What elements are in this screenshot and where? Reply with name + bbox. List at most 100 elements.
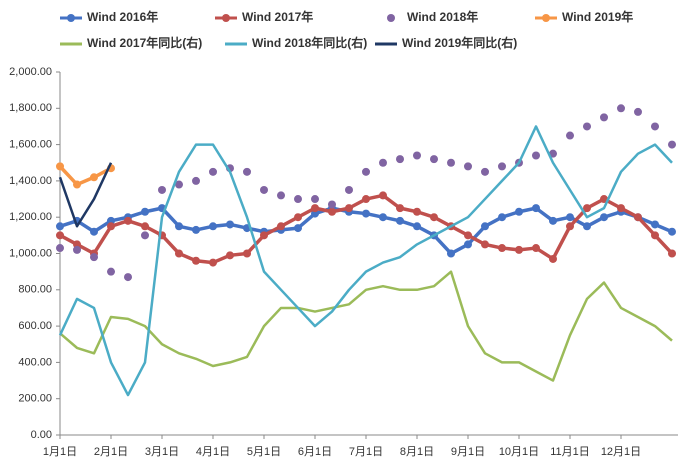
series-point [379,191,387,200]
series-point [226,220,234,229]
series-point [481,240,489,249]
series-point [56,222,64,231]
series-point [311,195,319,204]
series-point [413,151,421,160]
x-tick-label: 7月1日 [349,446,383,458]
series-point [413,207,421,216]
series-point [583,222,591,231]
x-tick-label: 11月1日 [550,446,590,458]
series-point [192,256,200,265]
series-point [634,107,642,116]
series-point [141,231,149,240]
series-point [498,244,506,253]
series-point [464,240,472,249]
series-point [311,204,319,213]
series-point [600,113,608,122]
series-point [141,222,149,231]
x-tick-label: 5月1日 [247,446,281,458]
x-tick-label: 8月1日 [400,446,434,458]
series-point [56,231,64,240]
series-point [328,200,336,209]
series-point [90,253,98,262]
series-line [59,270,673,382]
series-point [294,195,302,204]
series-point [90,227,98,236]
series-point [107,222,115,231]
series-point [668,249,676,258]
series-point [651,122,659,131]
series-point [396,204,404,213]
series-point [464,162,472,171]
series-point [56,244,64,253]
series-point [464,231,472,240]
series-point [498,213,506,222]
series-point [209,222,217,231]
series-point [277,191,285,200]
legend-label: Wind 2018年同比(右) [252,35,367,50]
series-point [345,185,353,194]
series-point [209,258,217,267]
series-line [58,162,113,228]
series-point [532,244,540,253]
y-tick-label: 600.00 [18,320,52,332]
series-line [58,125,673,397]
x-tick-label: 9月1日 [451,446,485,458]
series-point [668,140,676,149]
y-tick-label: 0.00 [31,429,52,441]
series-point [396,155,404,164]
series-point [447,249,455,258]
series-point [175,249,183,258]
series-point [362,195,370,204]
x-tick-label: 6月1日 [298,446,332,458]
legend-label: Wind 2019年同比(右) [402,35,517,50]
series-point [651,220,659,229]
series-point [430,213,438,222]
series-point [498,162,506,171]
series-point [243,167,251,176]
x-tick-label: 10月1日 [499,446,539,458]
y-tick-label: 1,800.00 [9,102,52,114]
x-tick-label: 12月1日 [601,446,641,458]
series-point [90,173,98,182]
series-point [124,216,132,225]
y-tick-label: 1,600.00 [9,139,52,151]
series-point [515,245,523,254]
series-point [600,213,608,222]
series-point [294,213,302,222]
series-point [532,151,540,160]
series-point [260,185,268,194]
series-point [617,104,625,113]
x-tick-label: 4月1日 [196,446,230,458]
legend-marker [222,14,230,22]
y-tick-label: 200.00 [18,393,52,405]
series-point [107,267,115,276]
series-point [379,213,387,222]
series-point [209,167,217,176]
series-point [243,249,251,258]
series-point [583,204,591,213]
series-point [481,167,489,176]
series-point [277,222,285,231]
legend-label: Wind 2017年同比(右) [87,35,202,50]
legend-marker [67,14,75,22]
series-point [192,225,200,234]
series-point [192,176,200,185]
y-tick-label: 400.00 [18,356,52,368]
series-point [566,213,574,222]
series-point [583,122,591,131]
series-point [515,207,523,216]
series-point [668,227,676,236]
series-point [413,222,421,231]
series-point [345,204,353,213]
series-point [175,180,183,189]
legend-label: Wind 2017年 [242,9,313,24]
x-tick-label: 3月1日 [145,446,179,458]
series-point [294,224,302,233]
y-tick-label: 800.00 [18,284,52,296]
x-tick-label: 2月1日 [94,446,128,458]
series-point [651,231,659,240]
legend-label: Wind 2018年 [407,9,478,24]
series-point [141,207,149,216]
series-point [430,155,438,164]
